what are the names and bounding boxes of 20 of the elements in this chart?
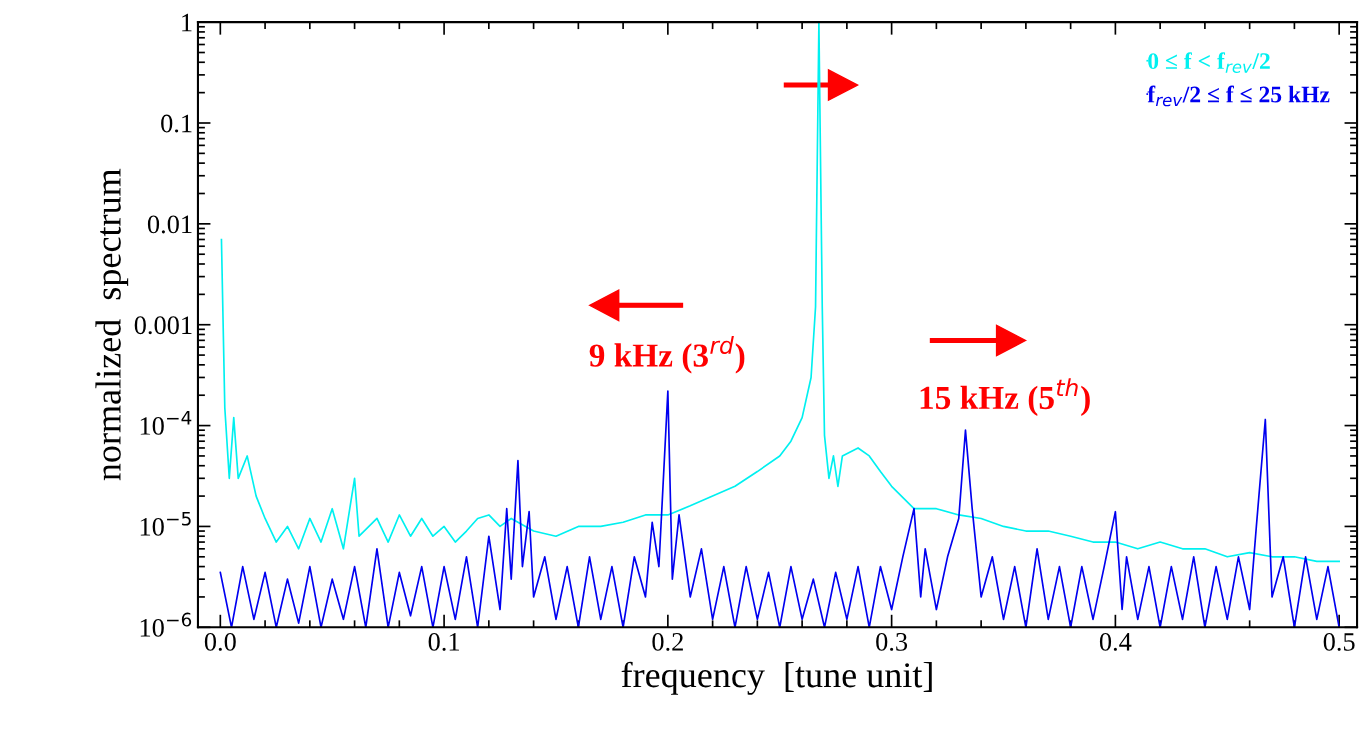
y-tick-label: 10$^{−6}$ (140, 612, 192, 637)
x-tick-label: 0.4 (1099, 632, 1132, 651)
y-tick-label: 10$^{−4}$ (140, 411, 192, 435)
y-tick-label: 10$^{−5}$ (140, 511, 191, 536)
y-axis-title: normalized spectrum (95, 168, 129, 481)
line-series (220, 22, 1340, 563)
x-tick-label: 0.3 (876, 632, 908, 651)
x-axis-title: frequency [tune unit] (621, 661, 932, 695)
legend-label: 0 ≤ f < f$_{rev}$/2 (1148, 52, 1270, 73)
x-tick-label: 0.5 (1323, 632, 1355, 651)
x-tick-label: 0.1 (428, 632, 459, 651)
x-tick-label: 0.0 (204, 632, 236, 651)
annotation: 9 kHz (3$^{rd}$) (589, 335, 745, 374)
annotation: 15 kHz (5$^{th}$) (920, 378, 1090, 416)
y-tick-label: 1 (182, 13, 192, 32)
y-tick-label: 0.01 (147, 215, 192, 234)
y-tick-label: 0.001 (134, 316, 192, 335)
y-tick-label: 0.1 (161, 114, 192, 133)
x-tick-label: 0.2 (652, 632, 683, 651)
legend-label: f$_{rev}$/2 ≤ f ≤ 25 kHz (1147, 85, 1330, 107)
